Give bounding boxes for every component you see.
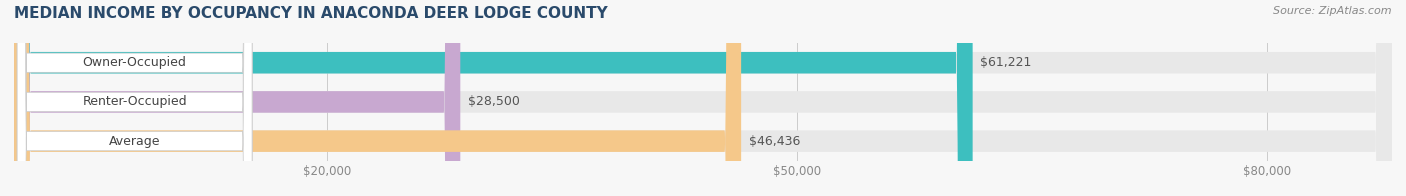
Text: Renter-Occupied: Renter-Occupied [83, 95, 187, 108]
FancyBboxPatch shape [14, 0, 1392, 196]
FancyBboxPatch shape [14, 0, 973, 196]
Text: MEDIAN INCOME BY OCCUPANCY IN ANACONDA DEER LODGE COUNTY: MEDIAN INCOME BY OCCUPANCY IN ANACONDA D… [14, 6, 607, 21]
Text: Owner-Occupied: Owner-Occupied [83, 56, 187, 69]
Text: Source: ZipAtlas.com: Source: ZipAtlas.com [1274, 6, 1392, 16]
Text: $46,436: $46,436 [749, 135, 800, 148]
FancyBboxPatch shape [17, 0, 252, 196]
FancyBboxPatch shape [14, 0, 1392, 196]
FancyBboxPatch shape [14, 0, 1392, 196]
FancyBboxPatch shape [17, 0, 252, 196]
FancyBboxPatch shape [14, 0, 741, 196]
Text: Average: Average [108, 135, 160, 148]
Text: $61,221: $61,221 [980, 56, 1032, 69]
FancyBboxPatch shape [14, 0, 460, 196]
FancyBboxPatch shape [17, 0, 252, 196]
Text: $28,500: $28,500 [468, 95, 520, 108]
